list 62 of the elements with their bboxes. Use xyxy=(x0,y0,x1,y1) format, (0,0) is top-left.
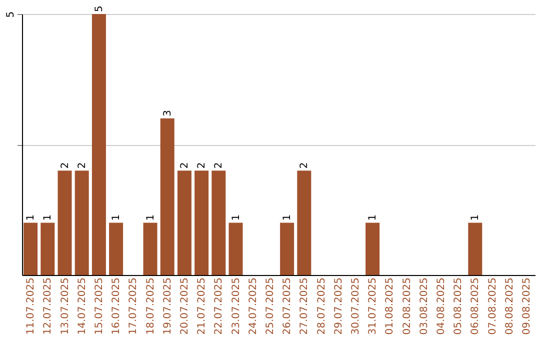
data-label: 1 xyxy=(111,214,122,221)
bar xyxy=(160,118,174,275)
x-tick-label: 23.07.2025 xyxy=(230,278,242,335)
data-label: 1 xyxy=(42,214,54,221)
data-label: 1 xyxy=(230,214,242,221)
bar xyxy=(194,170,209,275)
data-label: 2 xyxy=(76,162,88,169)
x-tick-label: 01.08.2025 xyxy=(384,278,396,335)
bar xyxy=(177,170,192,275)
x-tick-label: 27.07.2025 xyxy=(299,278,310,335)
x-tick-label: 18.07.2025 xyxy=(145,278,156,335)
x-tick-label: 13.07.2025 xyxy=(60,278,71,335)
bar xyxy=(40,222,55,275)
x-tick-label: 08.08.2025 xyxy=(504,278,516,335)
x-tick-label: 15.07.2025 xyxy=(94,278,105,335)
x-tick-label: 02.08.2025 xyxy=(402,278,413,335)
x-tick-label: 05.08.2025 xyxy=(453,278,464,335)
x-tick-label: 22.07.2025 xyxy=(214,278,225,335)
bar xyxy=(468,222,482,275)
x-tick-label: 17.07.2025 xyxy=(128,278,140,335)
data-label: 1 xyxy=(26,214,37,221)
bar xyxy=(74,170,89,275)
x-tick-label: 03.08.2025 xyxy=(418,278,430,335)
bar xyxy=(212,170,226,275)
x-tick-label: 21.07.2025 xyxy=(196,278,208,335)
bar xyxy=(297,170,312,275)
data-label: 2 xyxy=(196,162,208,169)
x-tick-label: 12.07.2025 xyxy=(42,278,54,335)
bar xyxy=(58,170,72,275)
x-tick-label: 14.07.2025 xyxy=(76,278,88,335)
data-label: 2 xyxy=(214,162,225,169)
x-tick-label: 07.08.2025 xyxy=(487,278,498,335)
bar xyxy=(143,222,158,275)
x-tick-label: 20.07.2025 xyxy=(179,278,190,335)
x-tick-label: 04.08.2025 xyxy=(436,278,447,335)
x-tick-label: 11.07.2025 xyxy=(26,278,37,335)
bar xyxy=(228,222,243,275)
x-tick-label: 31.07.2025 xyxy=(368,278,379,335)
x-tick-label: 29.07.2025 xyxy=(333,278,344,335)
x-tick-label: 26.07.2025 xyxy=(282,278,294,335)
data-label: 2 xyxy=(179,162,190,169)
data-label: 1 xyxy=(145,214,156,221)
data-label: 3 xyxy=(162,110,174,116)
data-label: 1 xyxy=(368,214,379,221)
x-tick-label: 16.07.2025 xyxy=(111,278,122,335)
x-tick-label: 30.07.2025 xyxy=(350,278,362,335)
bar xyxy=(92,14,106,275)
x-tick-label: 24.07.2025 xyxy=(248,278,259,335)
data-label: 5 xyxy=(94,6,105,12)
data-label: 2 xyxy=(299,162,310,169)
x-tick-label: 09.08.2025 xyxy=(521,278,532,335)
bar xyxy=(24,222,38,275)
bar xyxy=(366,222,380,275)
data-label: 1 xyxy=(470,214,482,221)
x-tick-label: 06.08.2025 xyxy=(470,278,482,335)
x-tick-label: 28.07.2025 xyxy=(316,278,328,335)
data-label: 2 xyxy=(60,162,71,169)
x-tick-label: 19.07.2025 xyxy=(162,278,174,335)
bar xyxy=(109,222,124,275)
bar xyxy=(280,222,294,275)
x-tick-label: 25.07.2025 xyxy=(264,278,276,335)
data-label: 1 xyxy=(282,214,294,221)
